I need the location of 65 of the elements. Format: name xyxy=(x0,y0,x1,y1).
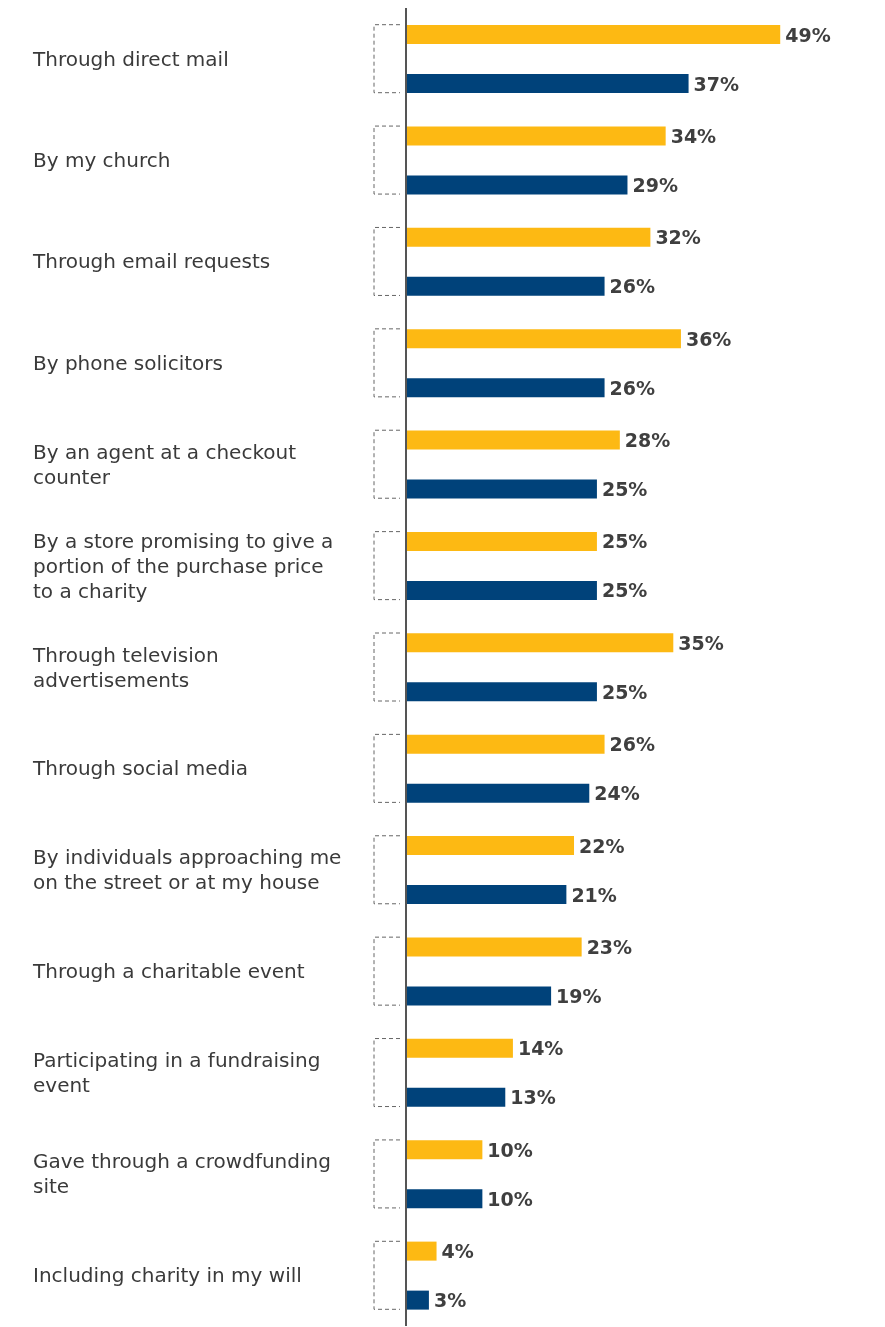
data-label: 19% xyxy=(556,984,602,1007)
bar xyxy=(406,1189,483,1209)
bar xyxy=(406,1290,429,1310)
y-tick-label: By phone solicitors xyxy=(33,350,223,375)
bar xyxy=(406,126,666,146)
bar xyxy=(406,175,628,195)
bar xyxy=(406,531,597,551)
data-label: 26% xyxy=(609,376,656,399)
data-label: 3% xyxy=(433,1289,467,1312)
y-tick-label: Including charity in my will xyxy=(33,1263,302,1288)
data-label: 10% xyxy=(487,1138,533,1161)
data-label: 29% xyxy=(632,173,678,196)
data-label: 37% xyxy=(693,72,740,95)
y-tick-label: By individuals approaching me on the street or at my house xyxy=(33,845,342,895)
y-tick-label: Through email requests xyxy=(32,249,271,274)
data-label: 49% xyxy=(785,23,831,46)
data-label: 25% xyxy=(601,579,648,602)
bar xyxy=(406,378,605,398)
y-tick-label: By a store promising to give a portion of the purchase price to a charity xyxy=(33,528,334,603)
bar xyxy=(406,227,651,247)
data-label: 25% xyxy=(601,680,648,703)
data-label: 35% xyxy=(678,631,724,654)
bar xyxy=(406,937,582,957)
data-label: 4% xyxy=(441,1240,474,1263)
data-label: 10% xyxy=(487,1187,533,1210)
bar xyxy=(406,1140,483,1160)
y-tick-label: Participating in a fundraising event xyxy=(33,1048,321,1098)
y-tick-label: Through direct mail xyxy=(32,46,229,71)
bar xyxy=(406,783,590,803)
data-label: 26% xyxy=(609,275,656,298)
y-tick-label: By an agent at a checkout counter xyxy=(33,439,297,489)
bar xyxy=(406,74,689,93)
data-label: 28% xyxy=(624,429,671,452)
y-tick-label: Gave through a crowdfunding site xyxy=(33,1149,331,1199)
data-label: 36% xyxy=(685,327,732,350)
bar xyxy=(406,580,597,600)
bar xyxy=(406,276,605,296)
data-label: 23% xyxy=(586,935,633,958)
bar xyxy=(406,885,567,905)
bar xyxy=(406,734,605,754)
bar xyxy=(406,479,597,499)
data-label: 13% xyxy=(510,1086,556,1109)
y-tick-label: Through social media xyxy=(32,756,248,781)
data-label: 14% xyxy=(517,1037,564,1060)
bar xyxy=(406,1038,513,1058)
y-tick-label: Through television advertisements xyxy=(32,642,219,692)
data-label: 34% xyxy=(670,124,717,147)
y-tick-label: Through a charitable event xyxy=(32,959,305,984)
bar xyxy=(406,25,781,44)
data-label: 21% xyxy=(571,883,617,906)
data-label: 25% xyxy=(601,530,648,553)
bar xyxy=(406,329,681,349)
data-label: 25% xyxy=(601,478,648,501)
bar xyxy=(406,836,575,856)
bar xyxy=(406,1241,437,1261)
data-label: 32% xyxy=(655,226,701,249)
bar xyxy=(406,986,552,1006)
bar xyxy=(406,633,674,653)
data-label: 24% xyxy=(594,782,640,805)
bar xyxy=(406,682,597,702)
data-label: 26% xyxy=(609,733,656,756)
y-tick-label: By my church xyxy=(33,148,171,173)
data-label: 22% xyxy=(579,834,625,857)
bar xyxy=(406,430,620,450)
bar xyxy=(406,1087,506,1107)
